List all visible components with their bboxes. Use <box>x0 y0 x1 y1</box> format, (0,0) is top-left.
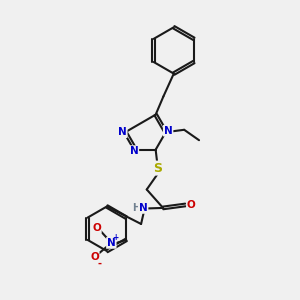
Text: H: H <box>132 203 140 213</box>
Text: N: N <box>130 146 138 156</box>
Text: N: N <box>139 203 148 213</box>
Text: O: O <box>187 200 196 210</box>
Text: N: N <box>118 127 127 137</box>
Text: O: O <box>92 223 101 233</box>
Text: N: N <box>164 126 172 136</box>
Text: N: N <box>107 238 116 248</box>
Text: S: S <box>153 162 162 175</box>
Text: -: - <box>98 259 101 269</box>
Text: +: + <box>112 233 118 242</box>
Text: O: O <box>90 252 99 262</box>
